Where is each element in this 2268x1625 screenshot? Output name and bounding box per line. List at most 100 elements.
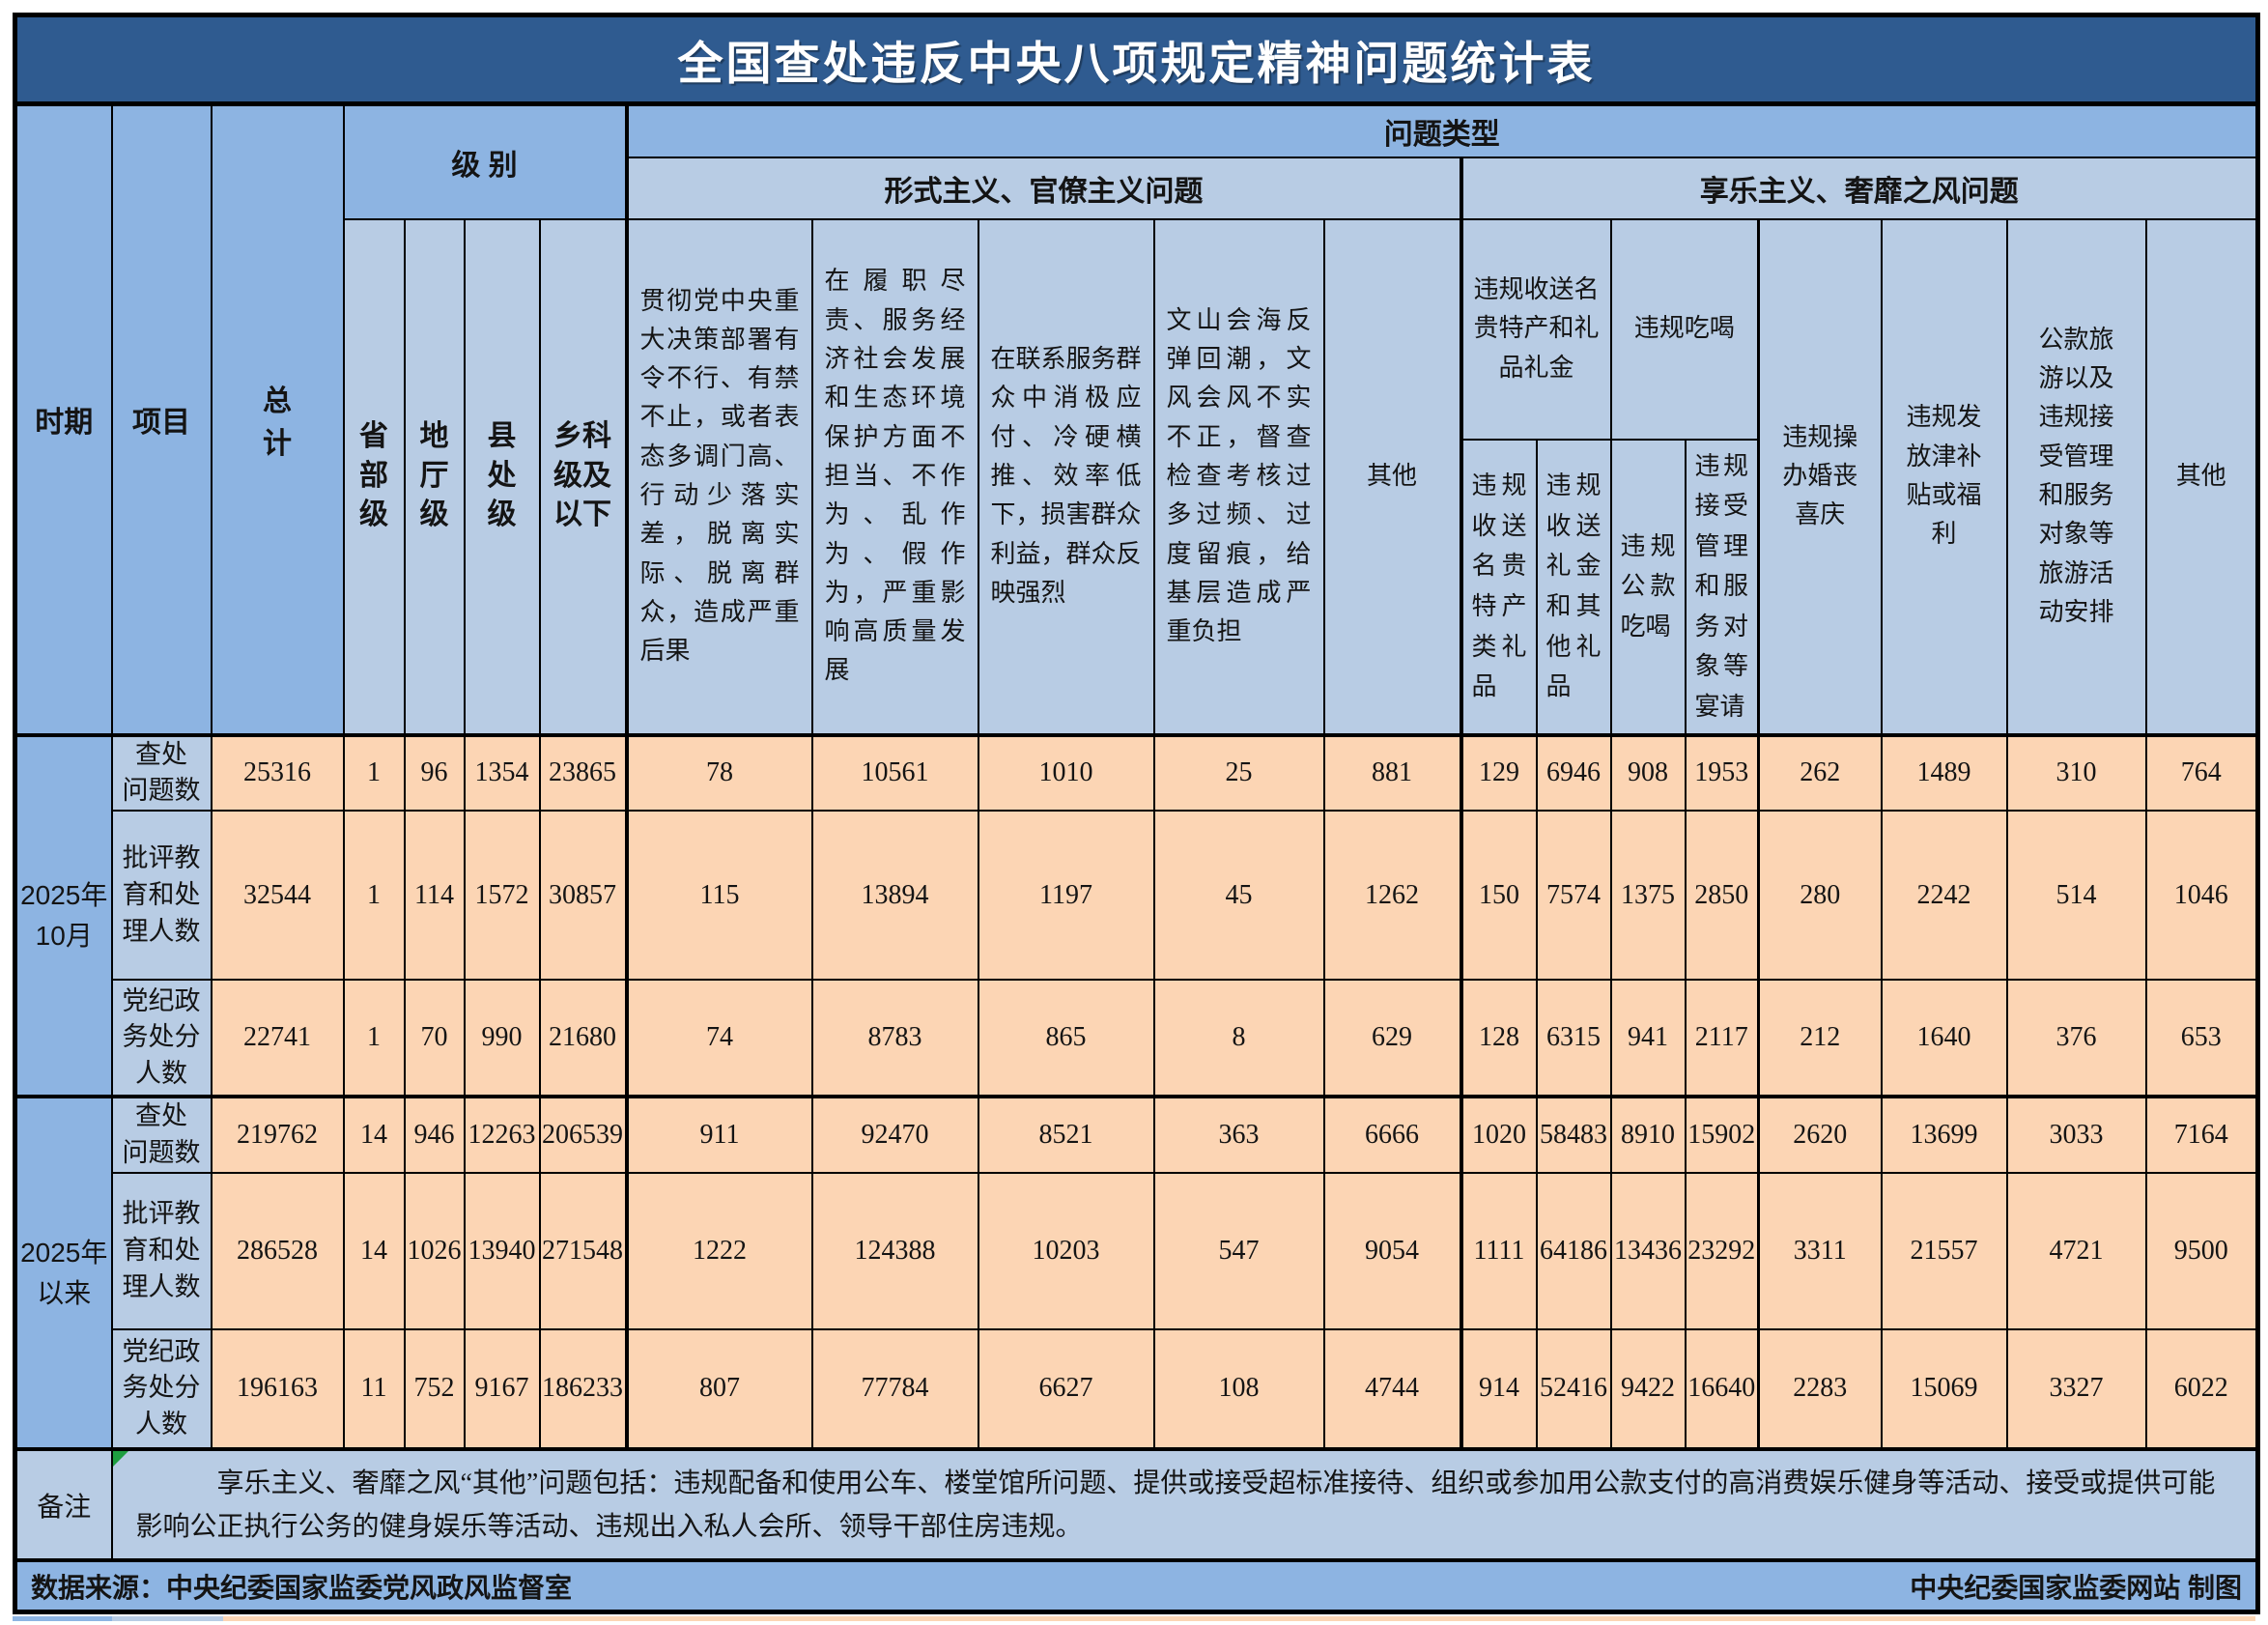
comment-marker-icon bbox=[113, 1452, 128, 1467]
data-cell: 914 bbox=[1459, 1327, 1538, 1450]
note-label: 备注 bbox=[14, 1446, 113, 1562]
data-cell: 1 bbox=[342, 732, 406, 812]
data-cell: 15902 bbox=[1684, 1095, 1760, 1174]
data-cell: 8783 bbox=[810, 979, 979, 1098]
data-cell: 8 bbox=[1152, 979, 1325, 1098]
data-cell: 865 bbox=[977, 979, 1155, 1098]
row-label: 批评教 育和处 理人数 bbox=[110, 1171, 213, 1330]
statistics-table: 全国查处违反中央八项规定精神问题统计表 时期 项目 总 计 级 别 问题类型 形… bbox=[13, 13, 2260, 1614]
data-cell: 2242 bbox=[1880, 810, 2008, 982]
data-cell: 6315 bbox=[1535, 979, 1612, 1098]
data-cell: 16640 bbox=[1684, 1327, 1760, 1450]
data-cell: 128 bbox=[1459, 979, 1538, 1098]
header-travel: 公款旅 游以及 违规接 受管理 和服务 对象等 旅游活 动安排 bbox=[2005, 217, 2147, 736]
data-cell: 13699 bbox=[1880, 1095, 2008, 1174]
data-cell: 115 bbox=[624, 810, 813, 982]
data-cell: 1026 bbox=[403, 1171, 466, 1330]
data-cell: 1197 bbox=[977, 810, 1155, 982]
data-cell: 25 bbox=[1152, 732, 1325, 812]
header-wedding: 违规操 办婚丧 喜庆 bbox=[1757, 217, 1883, 736]
data-cell: 92470 bbox=[810, 1095, 979, 1174]
header-level-group: 级 别 bbox=[342, 102, 628, 220]
data-cell: 310 bbox=[2005, 732, 2147, 812]
header-item: 项目 bbox=[110, 102, 213, 736]
data-cell: 32544 bbox=[210, 810, 345, 982]
header-level-provincial: 省 部 级 bbox=[342, 217, 406, 736]
data-cell: 6946 bbox=[1535, 732, 1612, 812]
data-cell: 96 bbox=[403, 732, 466, 812]
header-dining-group: 违规吃喝 bbox=[1609, 217, 1760, 441]
data-cell: 7574 bbox=[1535, 810, 1612, 982]
data-cell: 12263 bbox=[463, 1095, 541, 1174]
data-cell: 1 bbox=[342, 979, 406, 1098]
data-cell: 1020 bbox=[1459, 1095, 1538, 1174]
data-cell: 881 bbox=[1322, 732, 1462, 812]
data-cell: 1262 bbox=[1322, 810, 1462, 982]
table-title: 全国查处违反中央八项规定精神问题统计表 bbox=[14, 14, 2259, 106]
data-cell: 262 bbox=[1757, 732, 1883, 812]
data-cell: 807 bbox=[624, 1327, 813, 1450]
data-cell: 21680 bbox=[538, 979, 628, 1098]
data-cell: 286528 bbox=[210, 1171, 345, 1330]
data-cell: 1222 bbox=[624, 1171, 813, 1330]
header-allowance: 违规发 放津补 贴或福 利 bbox=[1880, 217, 2008, 736]
header-formalism-col-meetings: 文山会海反弹回潮，文风会风不实不正，督查检查考核过多过频、过度留痕，给基层造成严… bbox=[1152, 217, 1325, 736]
data-cell: 764 bbox=[2144, 732, 2259, 812]
data-cell: 9167 bbox=[463, 1327, 541, 1450]
row-label: 党纪政 务处分 人数 bbox=[110, 979, 213, 1098]
data-cell: 1489 bbox=[1880, 732, 2008, 812]
data-cell: 7164 bbox=[2144, 1095, 2259, 1174]
header-gifts-col-cash: 违规收送礼金和其他礼品 bbox=[1535, 438, 1612, 736]
data-cell: 1010 bbox=[977, 732, 1155, 812]
period-label: 2025年 10月 bbox=[14, 732, 113, 1098]
header-period: 时期 bbox=[14, 102, 113, 736]
data-cell: 23292 bbox=[1684, 1171, 1760, 1330]
header-hedonism-other: 其他 bbox=[2144, 217, 2259, 736]
header-gifts-col-specialty: 违规收送名贵特产类礼品 bbox=[1459, 438, 1538, 736]
data-cell: 514 bbox=[2005, 810, 2147, 982]
data-cell: 629 bbox=[1322, 979, 1462, 1098]
data-cell: 363 bbox=[1152, 1095, 1325, 1174]
data-cell: 1640 bbox=[1880, 979, 2008, 1098]
data-cell: 280 bbox=[1757, 810, 1883, 982]
data-cell: 1572 bbox=[463, 810, 541, 982]
data-cell: 206539 bbox=[538, 1095, 628, 1174]
header-formalism-col-masses: 在联系服务群众中消极应付、冷硬横推、效率低下，损害群众利益，群众反映强烈 bbox=[977, 217, 1155, 736]
header-problem-type-group: 问题类型 bbox=[624, 102, 2259, 158]
data-cell: 946 bbox=[403, 1095, 466, 1174]
header-level-county: 县 处 级 bbox=[463, 217, 541, 736]
data-cell: 58483 bbox=[1535, 1095, 1612, 1174]
data-cell: 45 bbox=[1152, 810, 1325, 982]
data-cell: 3311 bbox=[1757, 1171, 1883, 1330]
data-cell: 653 bbox=[2144, 979, 2259, 1098]
header-dining-col-public-funds: 违规公款吃喝 bbox=[1609, 438, 1687, 736]
data-cell: 124388 bbox=[810, 1171, 979, 1330]
data-cell: 1 bbox=[342, 810, 406, 982]
data-cell: 212 bbox=[1757, 979, 1883, 1098]
data-cell: 547 bbox=[1152, 1171, 1325, 1330]
note-text: 享乐主义、奢靡之风“其他”问题包括：违规配备和使用公车、楼堂馆所问题、提供或接受… bbox=[135, 1468, 2216, 1542]
data-cell: 11 bbox=[342, 1327, 406, 1450]
data-cell: 3327 bbox=[2005, 1327, 2147, 1450]
header-hedonism-group: 享乐主义、奢靡之风问题 bbox=[1459, 156, 2259, 220]
data-cell: 4744 bbox=[1322, 1327, 1462, 1450]
data-cell: 22741 bbox=[210, 979, 345, 1098]
data-cell: 150 bbox=[1459, 810, 1538, 982]
data-cell: 1953 bbox=[1684, 732, 1760, 812]
data-cell: 10203 bbox=[977, 1171, 1155, 1330]
data-cell: 911 bbox=[624, 1095, 813, 1174]
data-cell: 25316 bbox=[210, 732, 345, 812]
data-cell: 1046 bbox=[2144, 810, 2259, 982]
data-cell: 23865 bbox=[538, 732, 628, 812]
header-formalism-group: 形式主义、官僚主义问题 bbox=[624, 156, 1462, 220]
row-label: 查处 问题数 bbox=[110, 732, 213, 812]
data-cell: 2850 bbox=[1684, 810, 1760, 982]
data-cell: 6666 bbox=[1322, 1095, 1462, 1174]
data-cell: 1354 bbox=[463, 732, 541, 812]
data-cell: 186233 bbox=[538, 1327, 628, 1450]
data-cell: 78 bbox=[624, 732, 813, 812]
header-level-prefecture: 地 厅 级 bbox=[403, 217, 466, 736]
data-cell: 10561 bbox=[810, 732, 979, 812]
data-cell: 196163 bbox=[210, 1327, 345, 1450]
